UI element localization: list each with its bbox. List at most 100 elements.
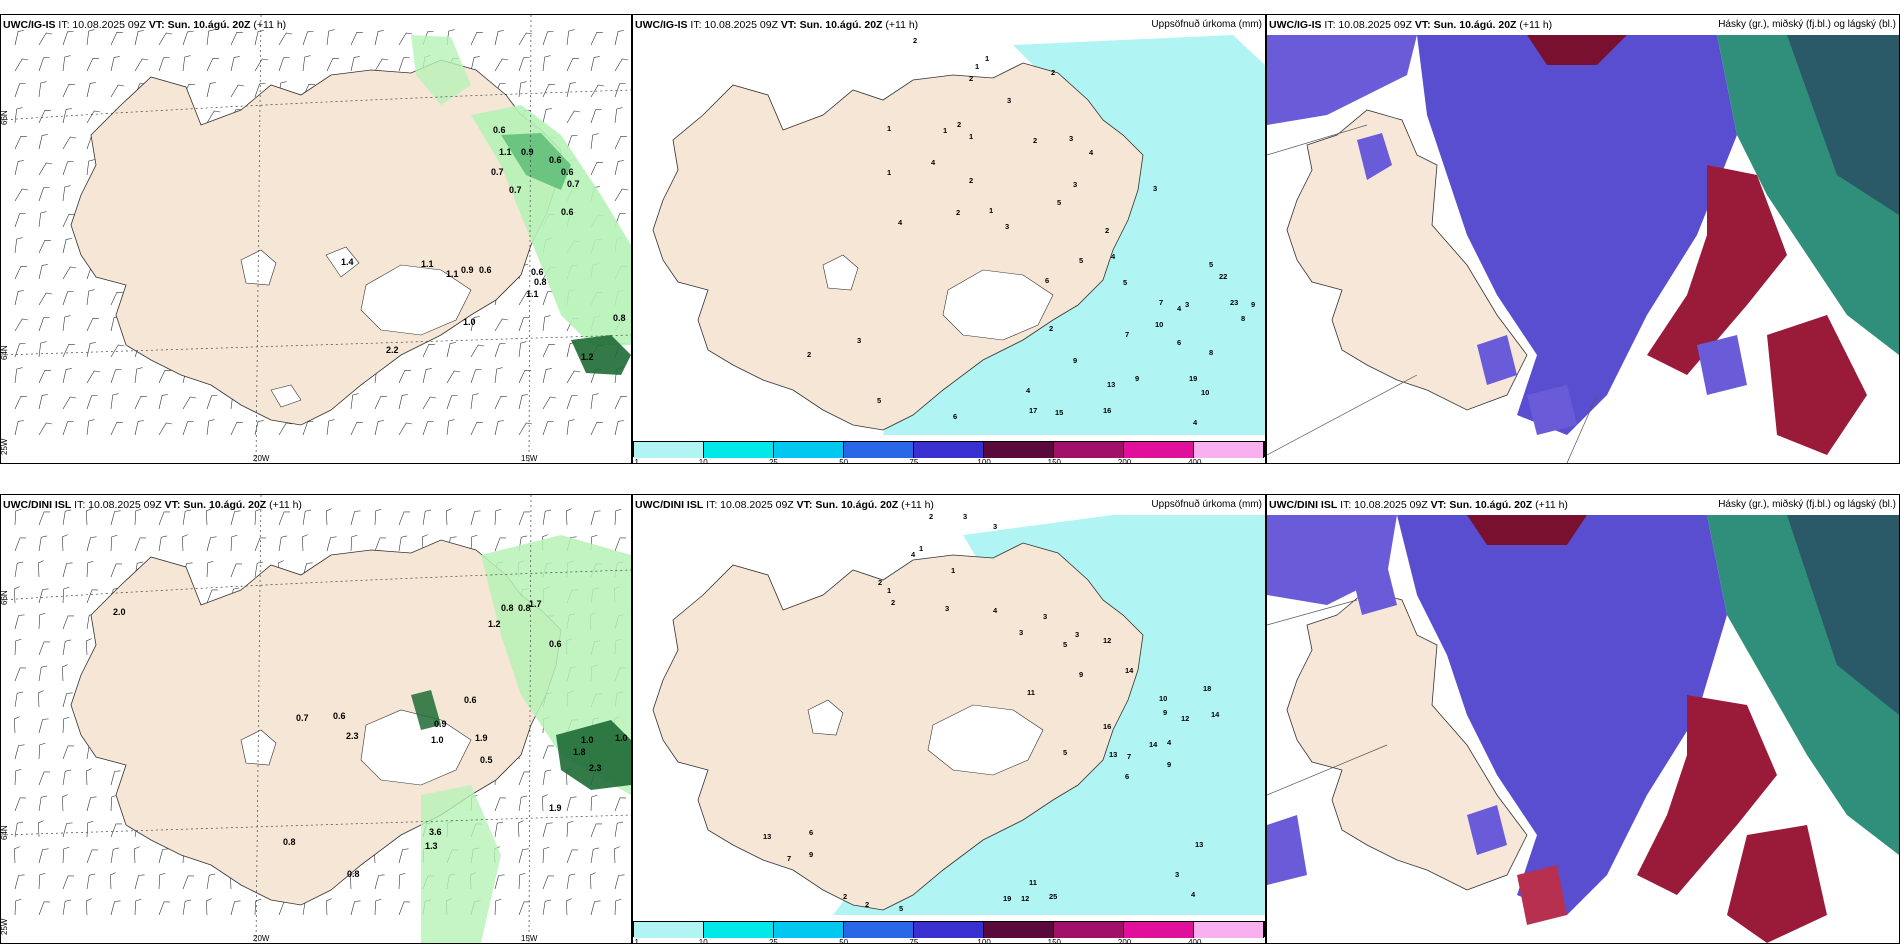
wind-barb — [230, 31, 243, 46]
wind-barb — [61, 664, 68, 682]
wind-barb — [134, 58, 149, 72]
precip-value-label: 0.7 — [296, 713, 309, 723]
wind-barb — [398, 511, 410, 526]
wind-barb — [14, 898, 22, 916]
precip-wind-map: 0.61.1 0.90.60.7 0.60.70.71.40.61.10.9 0.6 0… — [1, 15, 631, 463]
wind-barb — [86, 395, 98, 410]
wind-barb — [158, 848, 169, 864]
wind-barb — [470, 316, 481, 332]
wind-barb — [350, 421, 363, 436]
gridlines — [1, 495, 631, 943]
cloud-low-northeast — [1527, 35, 1627, 65]
wind-barb — [374, 898, 382, 916]
precip-value-label: 0.8 — [534, 277, 547, 287]
wind-barb — [350, 393, 359, 410]
wind-barb — [518, 511, 530, 526]
wind-barb — [446, 395, 458, 410]
wind-barb — [206, 57, 219, 72]
lead-time: (+11 h) — [253, 19, 287, 31]
wind-barb — [326, 57, 339, 72]
wind-barb — [566, 849, 578, 864]
precip-value-label: 0.6 — [561, 207, 574, 217]
wind-barb — [614, 874, 625, 890]
precip-value-label: 0.9 — [461, 265, 474, 275]
accum-value-label: 2 — [878, 578, 882, 587]
accum-value-label: 6 — [1177, 338, 1181, 347]
wind-barb — [158, 901, 170, 916]
wind-barb — [182, 899, 192, 916]
wind-barb — [614, 83, 626, 98]
wind-barb — [14, 290, 25, 306]
wind-barb — [565, 898, 572, 916]
wind-barb — [38, 665, 48, 682]
precip-area-east — [471, 105, 631, 345]
wind-barb — [542, 31, 554, 46]
legend-color-cell — [913, 922, 984, 938]
precip-value-label: 0.6 — [561, 167, 574, 177]
cloud-title: Hásky (gr.), miðský (fj.bl.) og lágský (… — [1718, 499, 1896, 510]
wind-barb — [518, 341, 527, 358]
wind-barb — [62, 55, 71, 72]
wind-barb — [110, 344, 125, 358]
wind-barb — [350, 56, 361, 72]
model-name: UWC/IG-IS — [3, 19, 56, 31]
wind-barb — [566, 110, 581, 124]
wind-barb — [374, 395, 387, 410]
wind-barb — [62, 213, 75, 228]
accum-value-label: 5 — [877, 396, 881, 405]
precip-value-label: 0.8 — [347, 869, 360, 879]
wind-barb — [62, 238, 73, 254]
wind-barb — [134, 420, 145, 436]
precip-area-southeast — [556, 720, 631, 790]
precip-value-label: 2.0 — [113, 607, 126, 617]
legend-tick-label: 150 — [1047, 458, 1062, 464]
iceland-land — [1286, 109, 1528, 411]
valid-time: VT: Sun. 10.ágú. 20Z — [1414, 19, 1517, 31]
wind-barb — [38, 32, 53, 46]
legend-tick-label: 75 — [909, 458, 919, 464]
valid-time: VT: Sun. 10.ágú. 20Z — [780, 19, 883, 31]
accum-value-label: 3 — [1043, 612, 1047, 621]
wind-barb — [518, 872, 526, 890]
accum-value-label: 9 — [1073, 356, 1077, 365]
wind-barb — [542, 291, 554, 306]
accum-value-label: 8 — [1209, 348, 1213, 357]
wind-barb — [110, 823, 122, 838]
wind-barb — [590, 109, 602, 124]
wind-barb — [62, 421, 74, 436]
wind-barb — [38, 81, 47, 98]
wind-barb — [86, 873, 96, 890]
wind-barb — [14, 367, 23, 384]
cloud-map — [1267, 15, 1899, 463]
accum-value-label: 1 — [887, 586, 891, 595]
accum-value-label: 8 — [1241, 314, 1245, 323]
wind-barb — [205, 508, 212, 526]
wind-barb — [278, 422, 293, 436]
wind-barb — [566, 796, 577, 812]
accum-title: Uppsöfnuð úrkoma (mm) — [1151, 19, 1262, 30]
wind-barb — [134, 395, 147, 410]
wind-barb — [206, 536, 217, 552]
accum-value-label: 5 — [899, 904, 903, 913]
legend-tick-label: 50 — [839, 938, 849, 944]
wind-barb — [614, 821, 624, 838]
wind-barb — [62, 846, 70, 864]
wind-barb — [614, 420, 625, 436]
panel-header: UWC/IG-IS IT: 10.08.2025 09Z VT: Sun. 10… — [635, 19, 918, 31]
accum-value-label: 17 — [1029, 406, 1037, 415]
wind-barb — [134, 874, 145, 890]
wind-barb — [62, 343, 75, 358]
accum-value-label: 22 — [1219, 272, 1227, 281]
wind-barb — [62, 83, 75, 98]
wind-barb — [614, 160, 625, 176]
accum-value-label: 9 — [1079, 670, 1083, 679]
precip-value-label: 0.7 — [567, 179, 580, 189]
legend-color-cell — [844, 922, 914, 938]
wind-barb — [518, 394, 529, 410]
wind-barb — [542, 315, 551, 332]
wind-barb — [158, 394, 169, 410]
wind-barb — [86, 589, 98, 604]
wind-barb — [14, 420, 25, 436]
accum-value-label: 12 — [1103, 636, 1111, 645]
